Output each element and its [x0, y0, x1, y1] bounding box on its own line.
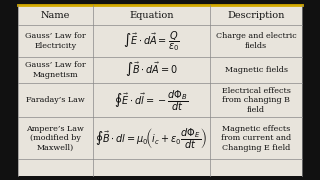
Text: $\oint \vec{B} \cdot dl = \mu_0\!\left(i_c + \varepsilon_0 \dfrac{d\Phi_E}{dt}\r: $\oint \vec{B} \cdot dl = \mu_0\!\left(i… [95, 126, 207, 151]
Text: $\oint \vec{E} \cdot d\vec{l} = -\dfrac{d\Phi_B}{dt}$: $\oint \vec{E} \cdot d\vec{l} = -\dfrac{… [115, 88, 188, 113]
Text: Equation: Equation [129, 11, 174, 20]
Text: Name: Name [41, 11, 70, 20]
Text: $\int \vec{E} \cdot d\vec{A} = \dfrac{Q}{\varepsilon_0}$: $\int \vec{E} \cdot d\vec{A} = \dfrac{Q}… [123, 29, 180, 53]
Text: Electrical effects
from changing B
field: Electrical effects from changing B field [222, 87, 291, 114]
Text: Description: Description [228, 11, 285, 20]
Text: Magnetic fields: Magnetic fields [225, 66, 288, 74]
Text: Magnetic effects
from current and
Changing E field: Magnetic effects from current and Changi… [221, 125, 291, 152]
Text: Faraday’s Law: Faraday’s Law [26, 96, 85, 104]
Text: $\int \vec{B} \cdot d\vec{A} = 0$: $\int \vec{B} \cdot d\vec{A} = 0$ [125, 61, 178, 79]
Text: Charge and electric
fields: Charge and electric fields [216, 32, 297, 50]
Text: Gauss’ Law for
Electricity: Gauss’ Law for Electricity [25, 32, 86, 50]
Text: Gauss’ Law for
Magnetism: Gauss’ Law for Magnetism [25, 61, 86, 79]
Bar [18, 5, 302, 176]
Text: Ampere’s Law
(modified by
Maxwell): Ampere’s Law (modified by Maxwell) [26, 125, 84, 152]
